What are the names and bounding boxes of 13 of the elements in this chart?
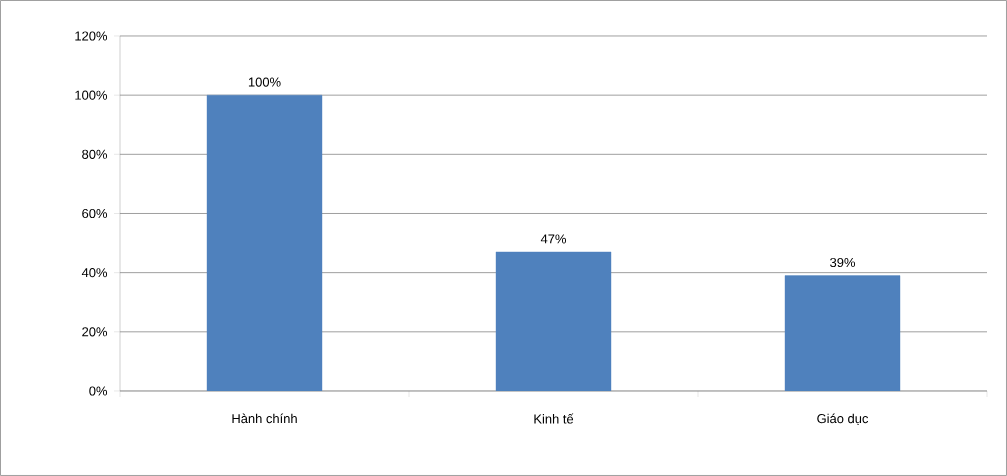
y-tick-label: 20% [82,327,108,337]
y-tick-label: 80% [82,149,108,159]
x-tick-label: Hành chính [232,413,297,424]
x-tick-label: Kinh tế [534,413,574,424]
data-label: 47% [540,234,567,244]
y-tick-label: 60% [82,208,108,219]
data-label: 39% [830,257,856,268]
y-tick-label: 120% [75,31,108,41]
y-tick-label: 0% [89,386,108,396]
y-tick-label: 100% [75,90,108,100]
y-tick-label: 40% [81,268,108,278]
data-label: 100% [248,77,281,87]
x-tick-label: Giáo dục [817,413,869,426]
